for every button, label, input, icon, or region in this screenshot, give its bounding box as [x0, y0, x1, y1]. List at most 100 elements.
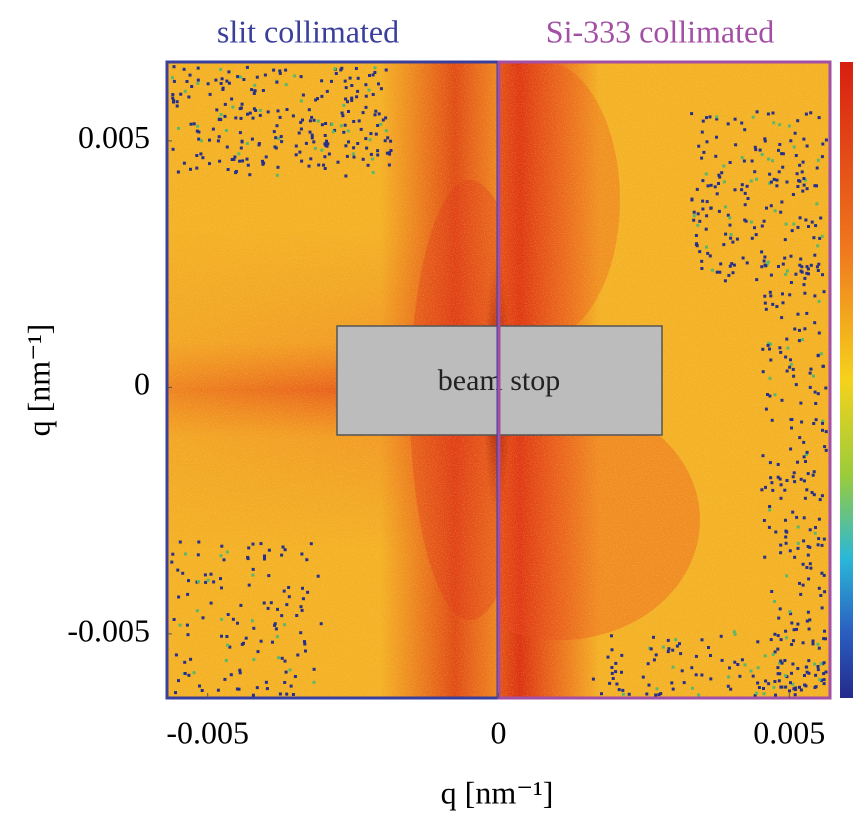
noise-dot	[217, 135, 221, 139]
noise-dot	[816, 665, 820, 668]
noise-dot	[277, 656, 281, 660]
noise-dot	[196, 81, 200, 85]
noise-dot	[754, 233, 758, 237]
noise-dot	[206, 82, 210, 86]
noise-dot	[767, 341, 771, 345]
noise-dot	[762, 259, 766, 263]
noise-dot	[647, 683, 651, 687]
noise-dot	[267, 574, 271, 578]
noise-dot	[818, 678, 822, 682]
noise-dot	[692, 214, 696, 218]
noise-dot	[621, 688, 625, 692]
noise-dot	[803, 291, 807, 295]
noise-dot	[798, 163, 802, 167]
noise-dot	[384, 129, 388, 133]
noise-dot	[705, 214, 709, 218]
noise-dot	[785, 636, 788, 640]
noise-dot	[201, 156, 205, 160]
noise-dot	[346, 100, 349, 104]
noise-dot	[807, 272, 810, 276]
noise-dot	[261, 89, 265, 92]
noise-dot	[263, 554, 266, 558]
noise-dot	[220, 77, 224, 81]
noise-dot	[620, 653, 624, 657]
noise-dot	[187, 673, 191, 677]
noise-dot	[823, 590, 827, 594]
noise-dot	[218, 159, 222, 163]
noise-dot	[627, 692, 631, 696]
noise-dot	[297, 131, 301, 135]
noise-dot	[277, 137, 281, 141]
noise-dot	[794, 383, 798, 387]
noise-dot	[821, 273, 824, 277]
noise-dot	[815, 265, 819, 269]
noise-dot	[312, 680, 316, 684]
noise-dot	[796, 312, 800, 316]
noise-dot	[717, 182, 720, 185]
noise-dot	[763, 555, 767, 559]
noise-dot	[772, 685, 776, 689]
noise-dot	[388, 152, 392, 156]
noise-dot	[816, 269, 820, 272]
noise-dot	[171, 76, 174, 80]
noise-dot	[359, 127, 363, 131]
noise-dot	[309, 157, 313, 161]
noise-dot	[763, 137, 767, 141]
noise-dot	[308, 119, 312, 123]
noise-dot	[757, 686, 761, 689]
noise-dot	[813, 253, 817, 257]
noise-dot	[740, 121, 744, 125]
noise-dot	[342, 103, 346, 107]
noise-dot	[224, 129, 228, 132]
noise-dot	[200, 689, 204, 692]
noise-dot	[758, 148, 762, 152]
noise-dot	[252, 658, 256, 662]
noise-dot	[261, 159, 264, 163]
noise-dot	[285, 603, 289, 607]
noise-dot	[287, 586, 291, 589]
noise-dot	[766, 393, 769, 396]
noise-dot	[323, 155, 327, 159]
noise-dot	[743, 203, 747, 207]
noise-dot	[299, 631, 303, 635]
noise-dot	[284, 83, 288, 86]
noise-dot	[251, 116, 255, 120]
noise-dot	[770, 590, 774, 593]
noise-dot	[760, 265, 764, 269]
noise-dot	[797, 339, 801, 343]
noise-dot	[373, 66, 377, 70]
noise-dot	[805, 453, 809, 456]
noise-dot	[769, 638, 773, 642]
noise-dot	[369, 152, 373, 156]
noise-dot	[811, 473, 815, 477]
noise-dot	[824, 430, 828, 434]
noise-dot	[214, 78, 218, 82]
noise-dot	[783, 238, 787, 242]
noise-dot	[754, 691, 758, 695]
noise-dot	[778, 143, 782, 146]
noise-dot	[741, 256, 745, 260]
noise-dot	[822, 672, 826, 676]
noise-dot	[763, 654, 767, 658]
noise-dot	[792, 471, 796, 475]
noise-dot	[234, 116, 238, 120]
noise-dot	[209, 601, 213, 605]
noise-dot	[785, 269, 789, 273]
y-axis-label: q [nm⁻¹]	[20, 324, 56, 437]
noise-dot	[728, 264, 732, 268]
noise-dot	[731, 240, 735, 244]
noise-dot	[701, 119, 705, 123]
noise-dot	[796, 460, 799, 464]
noise-dot	[740, 658, 744, 662]
noise-dot	[807, 577, 811, 581]
noise-dot	[702, 150, 706, 154]
noise-dot	[745, 261, 749, 265]
noise-dot	[237, 687, 241, 691]
noise-dot	[361, 111, 365, 115]
noise-dot	[779, 659, 783, 663]
noise-dot	[717, 173, 721, 177]
noise-dot	[762, 692, 766, 696]
noise-dot	[354, 67, 358, 70]
noise-dot	[804, 218, 808, 222]
noise-dot	[783, 488, 787, 492]
